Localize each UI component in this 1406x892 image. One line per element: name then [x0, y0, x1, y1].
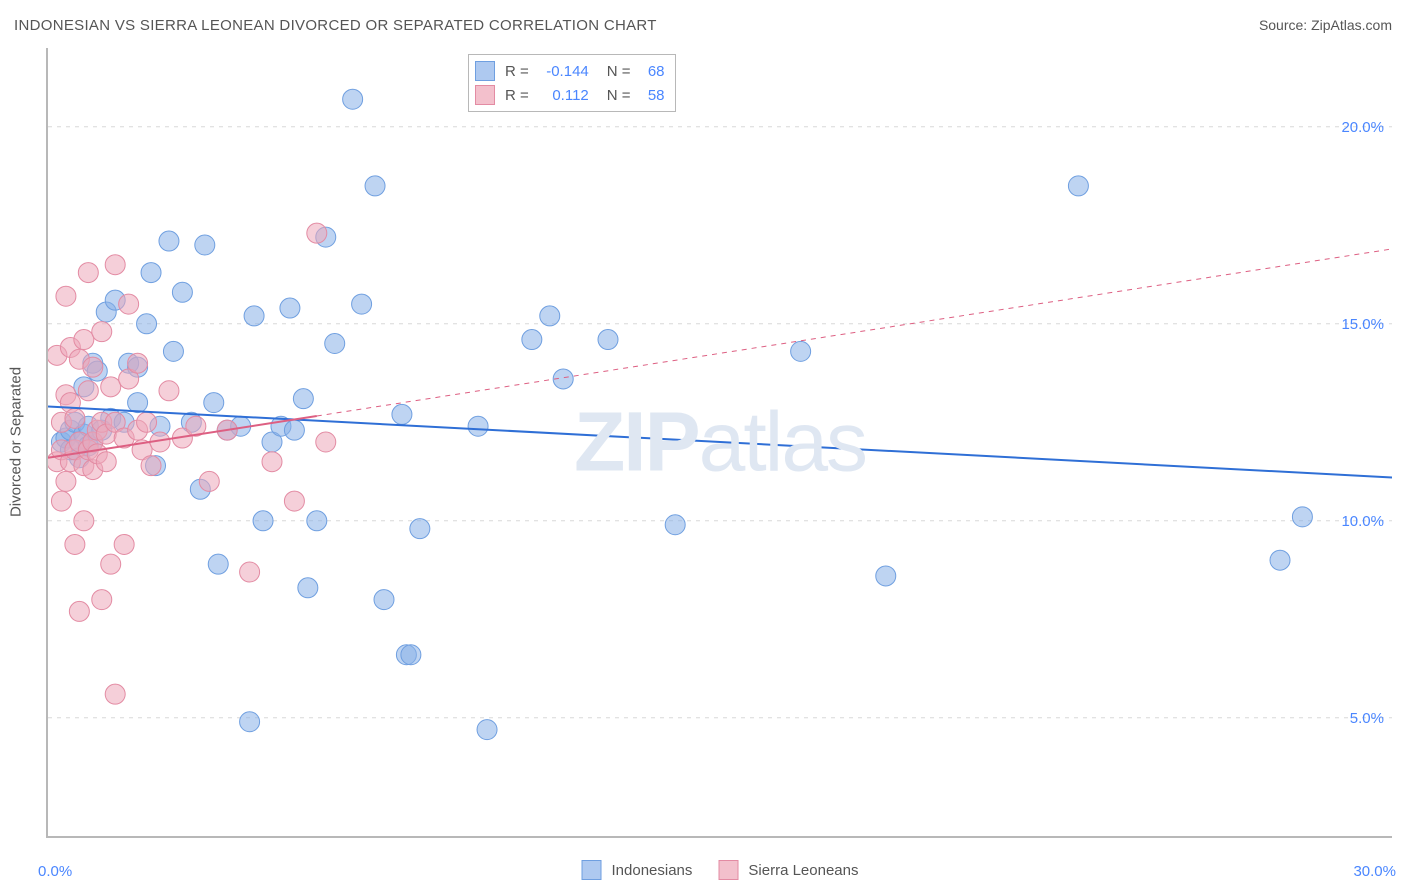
svg-text:10.0%: 10.0%: [1341, 513, 1384, 530]
swatch-blue: [475, 61, 495, 81]
legend-label: Indonesians: [612, 862, 693, 879]
svg-text:20.0%: 20.0%: [1341, 119, 1384, 136]
x-axis-max-label: 30.0%: [1353, 863, 1396, 880]
swatch-pink: [718, 860, 738, 880]
x-axis-min-label: 0.0%: [38, 863, 72, 880]
legend-label: Sierra Leoneans: [748, 862, 858, 879]
y-axis-label: Divorced or Separated: [8, 367, 25, 517]
svg-text:15.0%: 15.0%: [1341, 316, 1384, 333]
svg-text:5.0%: 5.0%: [1350, 710, 1384, 727]
header: INDONESIAN VS SIERRA LEONEAN DIVORCED OR…: [14, 14, 1392, 36]
n-value: 68: [631, 63, 665, 80]
chart-svg: 5.0% 10.0% 15.0% 20.0%: [48, 48, 1392, 836]
swatch-blue: [582, 860, 602, 880]
r-value: -0.144: [529, 63, 589, 80]
source-label: Source: ZipAtlas.com: [1259, 17, 1392, 33]
legend-item-indonesians: Indonesians: [582, 860, 693, 880]
n-label: N =: [607, 63, 631, 80]
corr-row-1: R = -0.144 N = 68: [475, 59, 665, 83]
corr-row-2: R = 0.112 N = 58: [475, 83, 665, 107]
chart-area: Divorced or Separated ZIPatlas 5.0%10.0%…: [46, 48, 1392, 838]
swatch-pink: [475, 85, 495, 105]
r-value: 0.112: [529, 87, 589, 104]
series-legend: Indonesians Sierra Leoneans: [582, 860, 859, 880]
chart-title: INDONESIAN VS SIERRA LEONEAN DIVORCED OR…: [14, 17, 657, 34]
r-label: R =: [505, 87, 529, 104]
correlation-legend: R = -0.144 N = 68 R = 0.112 N = 58: [468, 54, 676, 112]
r-label: R =: [505, 63, 529, 80]
n-value: 58: [631, 87, 665, 104]
legend-item-sierra-leoneans: Sierra Leoneans: [718, 860, 858, 880]
n-label: N =: [607, 87, 631, 104]
